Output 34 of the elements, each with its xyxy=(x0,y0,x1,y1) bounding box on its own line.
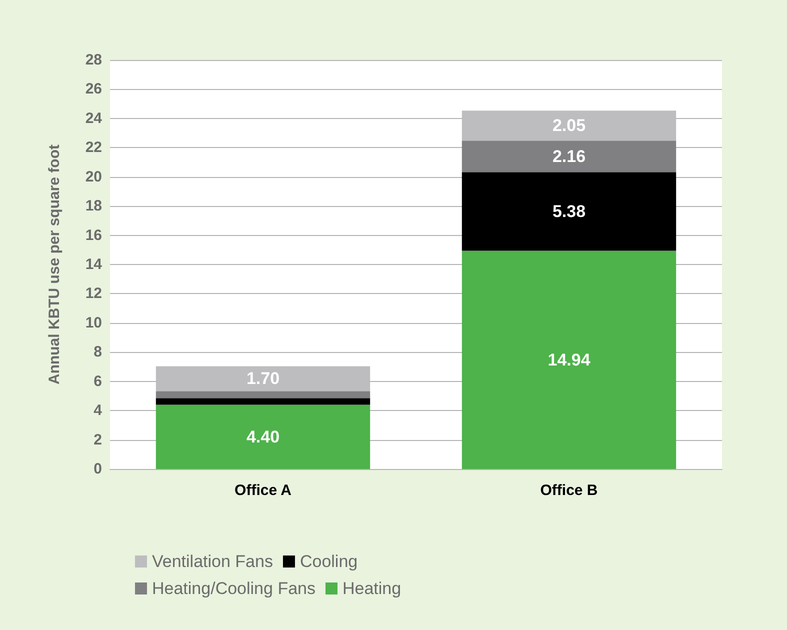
y-tick-label: 26 xyxy=(85,80,102,98)
data-label: 5.38 xyxy=(552,202,586,221)
y-tick-label: 14 xyxy=(85,256,103,273)
y-tick-label: 16 xyxy=(85,226,102,244)
y-tick-label: 8 xyxy=(94,344,102,361)
y-tick-label: 6 xyxy=(94,372,102,390)
x-tick-label: Office A xyxy=(234,482,292,499)
bar xyxy=(462,250,676,469)
bar xyxy=(462,140,676,172)
y-tick-label: 0 xyxy=(94,460,102,478)
y-tick-label: 12 xyxy=(85,285,102,302)
y-tick-label: 24 xyxy=(85,110,103,127)
y-tick-label: 10 xyxy=(85,314,102,332)
data-label: 4.40 xyxy=(246,427,280,446)
y-tick-label: 2 xyxy=(94,431,102,448)
y-tick-label: 4 xyxy=(94,402,103,420)
legend-label: Ventilation Fans xyxy=(152,552,273,571)
x-tick-label: Office B xyxy=(540,482,598,499)
bar xyxy=(156,391,370,398)
y-tick-label: 22 xyxy=(85,139,102,156)
data-label: 14.94 xyxy=(548,350,591,370)
bar xyxy=(156,404,370,469)
y-axis-title: Annual KBTU use per square foot xyxy=(46,144,63,385)
bar xyxy=(462,172,676,251)
y-tick-label: 28 xyxy=(85,52,102,68)
bar xyxy=(156,398,370,405)
data-label: 2.16 xyxy=(552,146,586,166)
legend-label: Cooling xyxy=(300,552,358,571)
data-label: 2.05 xyxy=(552,116,586,136)
legend-label: Heating/Cooling Fans xyxy=(152,579,316,598)
y-tick-label: 20 xyxy=(85,168,102,186)
data-label: 1.70 xyxy=(246,369,280,388)
legend-label: Heating xyxy=(342,579,402,598)
y-tick-label: 18 xyxy=(85,198,102,215)
